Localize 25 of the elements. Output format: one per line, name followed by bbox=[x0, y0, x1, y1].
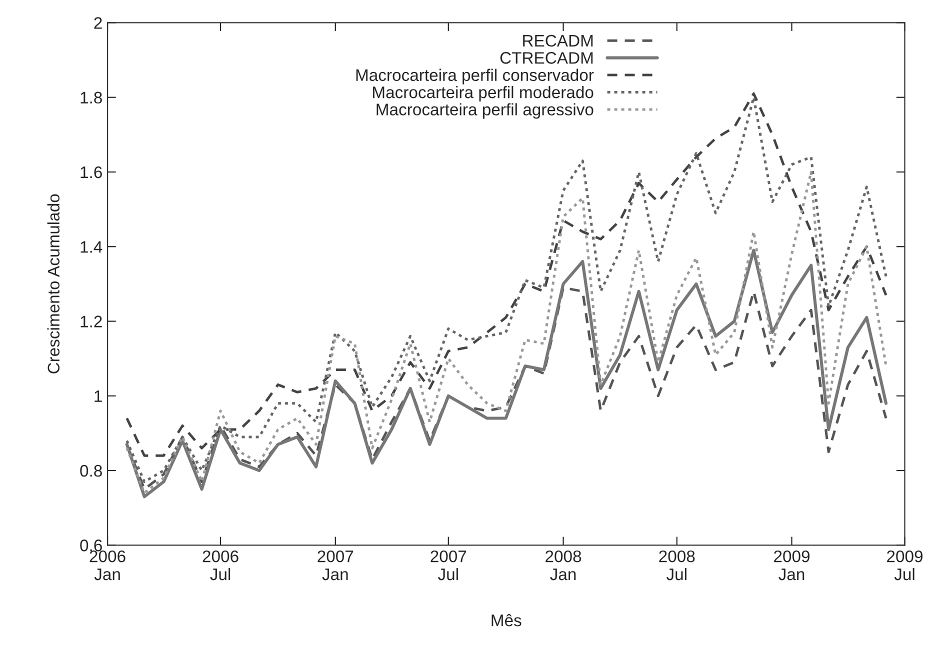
y-tick-label: 1.4 bbox=[80, 241, 102, 253]
line-series bbox=[125, 248, 888, 498]
x-tick-label: 2008 Jan bbox=[546, 550, 582, 580]
legend-label: Macrocarteira perfil conservador bbox=[356, 68, 594, 84]
x-tick-label: 2007 Jul bbox=[430, 550, 466, 580]
legend-label: CTRECADM bbox=[500, 52, 593, 64]
x-tick-label: 2008 Jul bbox=[659, 550, 695, 580]
line-series bbox=[126, 170, 888, 494]
x-tick-label: 2006 Jul bbox=[202, 550, 238, 580]
y-axis-title: Crescimento Acumulado bbox=[47, 194, 60, 374]
legend-label: Macrocarteira perfil moderado bbox=[373, 86, 594, 102]
y-tick-label: 1.6 bbox=[80, 166, 102, 178]
x-tick-label: 2007 Jan bbox=[318, 550, 354, 580]
x-tick-label: 2009 Jul bbox=[887, 550, 922, 580]
y-tick-label: 0.6 bbox=[80, 540, 102, 552]
x-axis-title: Mês bbox=[492, 614, 522, 626]
y-tick-label: 1 bbox=[94, 390, 102, 402]
legend-label: RECADM bbox=[523, 34, 593, 47]
y-tick-label: 0.8 bbox=[80, 464, 102, 477]
x-tick-label: 2009 Jan bbox=[774, 550, 810, 580]
y-tick-label: 1.2 bbox=[80, 316, 102, 328]
x-tick-label: 2006 Jan bbox=[90, 550, 126, 580]
legend-label: Macrocarteira perfil agressivo bbox=[376, 103, 594, 119]
y-tick-label: 1.8 bbox=[80, 92, 102, 104]
y-tick-label: 2 bbox=[94, 17, 102, 29]
